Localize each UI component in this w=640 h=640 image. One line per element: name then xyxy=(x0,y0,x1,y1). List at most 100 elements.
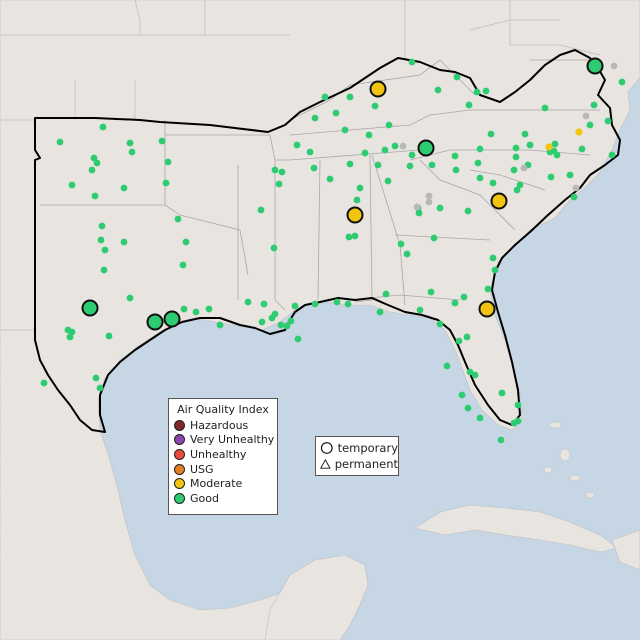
inactive-monitor-dot[interactable] xyxy=(582,112,590,120)
good-monitor-dot[interactable] xyxy=(344,300,352,308)
good-monitor-dot[interactable] xyxy=(310,164,318,172)
good-monitor-dot[interactable] xyxy=(465,101,473,109)
good-monitor-dot[interactable] xyxy=(96,384,104,392)
good-monitor-dot[interactable] xyxy=(455,337,463,345)
inactive-monitor-dot[interactable] xyxy=(610,62,618,70)
good-monitor-dot[interactable] xyxy=(384,177,392,185)
good-monitor-dot[interactable] xyxy=(92,374,100,382)
good-monitor-dot[interactable] xyxy=(341,126,349,134)
good-monitor-dot[interactable] xyxy=(497,436,505,444)
inactive-monitor-dot[interactable] xyxy=(572,184,580,192)
good-monitor-dot[interactable] xyxy=(90,154,98,162)
good-monitor-dot[interactable] xyxy=(547,173,555,181)
good-monitor-dot[interactable] xyxy=(453,73,461,81)
good-monitor-dot[interactable] xyxy=(293,141,301,149)
inactive-monitor-dot[interactable] xyxy=(520,164,528,172)
good-monitor-dot[interactable] xyxy=(415,209,423,217)
good-monitor-dot[interactable] xyxy=(466,368,474,376)
good-monitor-dot[interactable] xyxy=(164,158,172,166)
good-monitor-dot[interactable] xyxy=(371,102,379,110)
inactive-monitor-dot[interactable] xyxy=(425,192,433,200)
good-monitor-dot[interactable] xyxy=(406,162,414,170)
good-monitor-dot[interactable] xyxy=(513,186,521,194)
good-monitor-dot[interactable] xyxy=(408,151,416,159)
good-monitor-dot[interactable] xyxy=(618,78,626,86)
good-monitor-dot[interactable] xyxy=(463,333,471,341)
good-monitor-dot[interactable] xyxy=(287,317,295,325)
good-monitor-dot[interactable] xyxy=(514,401,522,409)
good-monitor-dot[interactable] xyxy=(275,180,283,188)
good-monitor-dot[interactable] xyxy=(541,104,549,112)
good-monitor-dot[interactable] xyxy=(382,290,390,298)
good-monitor-dot[interactable] xyxy=(100,266,108,274)
good-monitor-dot[interactable] xyxy=(311,300,319,308)
good-monitor-dot[interactable] xyxy=(192,308,200,316)
good-monitor-dot[interactable] xyxy=(270,244,278,252)
good-monitor-dot[interactable] xyxy=(436,320,444,328)
good-monitor-dot[interactable] xyxy=(471,371,479,379)
good-monitor-dot[interactable] xyxy=(180,305,188,313)
temporary-monitor-good[interactable] xyxy=(81,299,99,317)
good-monitor-dot[interactable] xyxy=(216,321,224,329)
good-monitor-dot[interactable] xyxy=(590,101,598,109)
good-monitor-dot[interactable] xyxy=(244,298,252,306)
temporary-monitor-moderate[interactable] xyxy=(346,206,364,224)
good-monitor-dot[interactable] xyxy=(351,232,359,240)
good-monitor-dot[interactable] xyxy=(257,206,265,214)
good-monitor-dot[interactable] xyxy=(311,114,319,122)
temporary-monitor-moderate[interactable] xyxy=(490,192,508,210)
good-monitor-dot[interactable] xyxy=(162,179,170,187)
good-monitor-dot[interactable] xyxy=(291,302,299,310)
good-monitor-dot[interactable] xyxy=(430,234,438,242)
good-monitor-dot[interactable] xyxy=(474,159,482,167)
good-monitor-dot[interactable] xyxy=(346,160,354,168)
inactive-monitor-dot[interactable] xyxy=(413,203,421,211)
good-monitor-dot[interactable] xyxy=(514,417,522,425)
good-monitor-dot[interactable] xyxy=(101,246,109,254)
good-monitor-dot[interactable] xyxy=(385,121,393,129)
good-monitor-dot[interactable] xyxy=(128,148,136,156)
good-monitor-dot[interactable] xyxy=(443,362,451,370)
moderate-monitor-dot[interactable] xyxy=(545,143,553,151)
good-monitor-dot[interactable] xyxy=(608,151,616,159)
good-monitor-dot[interactable] xyxy=(604,117,612,125)
good-monitor-dot[interactable] xyxy=(179,261,187,269)
good-monitor-dot[interactable] xyxy=(391,142,399,150)
good-monitor-dot[interactable] xyxy=(158,137,166,145)
good-monitor-dot[interactable] xyxy=(489,179,497,187)
good-monitor-dot[interactable] xyxy=(482,87,490,95)
good-monitor-dot[interactable] xyxy=(416,306,424,314)
good-monitor-dot[interactable] xyxy=(277,321,285,329)
good-monitor-dot[interactable] xyxy=(66,333,74,341)
good-monitor-dot[interactable] xyxy=(487,130,495,138)
good-monitor-dot[interactable] xyxy=(126,294,134,302)
moderate-monitor-dot[interactable] xyxy=(575,128,583,136)
good-monitor-dot[interactable] xyxy=(408,58,416,66)
good-monitor-dot[interactable] xyxy=(484,285,492,293)
good-monitor-dot[interactable] xyxy=(551,140,559,148)
good-monitor-dot[interactable] xyxy=(365,131,373,139)
good-monitor-dot[interactable] xyxy=(346,93,354,101)
good-monitor-dot[interactable] xyxy=(512,144,520,152)
temporary-monitor-moderate[interactable] xyxy=(478,300,496,318)
good-monitor-dot[interactable] xyxy=(397,240,405,248)
good-monitor-dot[interactable] xyxy=(570,193,578,201)
temporary-monitor-good[interactable] xyxy=(163,310,181,328)
good-monitor-dot[interactable] xyxy=(491,266,499,274)
good-monitor-dot[interactable] xyxy=(126,139,134,147)
good-monitor-dot[interactable] xyxy=(268,314,276,322)
good-monitor-dot[interactable] xyxy=(510,166,518,174)
good-monitor-dot[interactable] xyxy=(353,196,361,204)
good-monitor-dot[interactable] xyxy=(120,238,128,246)
good-monitor-dot[interactable] xyxy=(489,254,497,262)
good-monitor-dot[interactable] xyxy=(361,149,369,157)
temporary-monitor-good[interactable] xyxy=(417,139,435,157)
good-monitor-dot[interactable] xyxy=(88,166,96,174)
good-monitor-dot[interactable] xyxy=(326,175,334,183)
good-monitor-dot[interactable] xyxy=(97,236,105,244)
good-monitor-dot[interactable] xyxy=(356,184,364,192)
good-monitor-dot[interactable] xyxy=(451,299,459,307)
good-monitor-dot[interactable] xyxy=(99,123,107,131)
inactive-monitor-dot[interactable] xyxy=(425,198,433,206)
